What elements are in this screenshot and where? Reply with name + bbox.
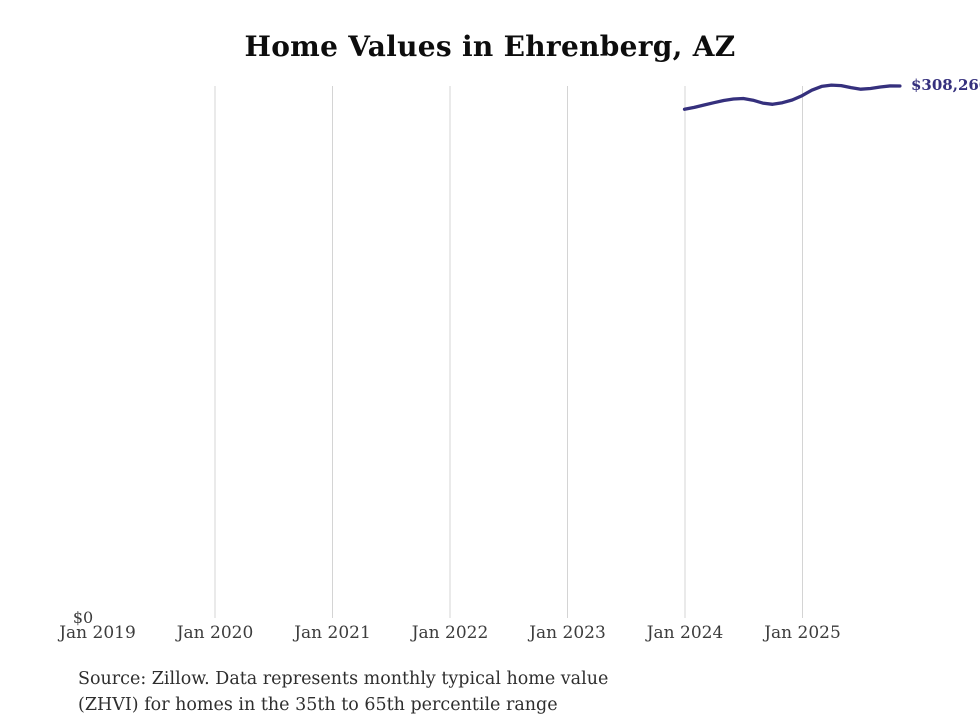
source-caption: Source: Zillow. Data represents monthly … (78, 666, 608, 718)
x-tick-label-jan-2020: Jan 2020 (176, 623, 254, 643)
x-tick-label-jan-2019: Jan 2019 (59, 623, 136, 643)
x-tick-label-jan-2023: Jan 2023 (529, 623, 606, 643)
vertical-gridlines (214, 86, 803, 618)
x-tick-label-jan-2021: Jan 2021 (294, 623, 371, 643)
line-chart (214, 83, 902, 618)
caption-line-2: (ZHVI) for homes in the 35th to 65th per… (78, 695, 558, 715)
x-tick-label-jan-2022: Jan 2022 (411, 623, 489, 643)
home-values-chart-page: { "title": "Home Values in Ehrenberg, AZ… (59, 30, 980, 715)
caption-line-1: Source: Zillow. Data represents monthly … (78, 669, 609, 689)
x-tick-label-jan-2025: Jan 2025 (764, 623, 841, 643)
chart-title: Home Values in Ehrenberg, AZ (244, 30, 736, 63)
y-axis-zero-label: $0 (72, 608, 94, 627)
home-value-line (682, 83, 902, 111)
x-tick-label-jan-2024: Jan 2024 (646, 623, 724, 643)
series-end-value-label: $308,260 (911, 76, 980, 94)
